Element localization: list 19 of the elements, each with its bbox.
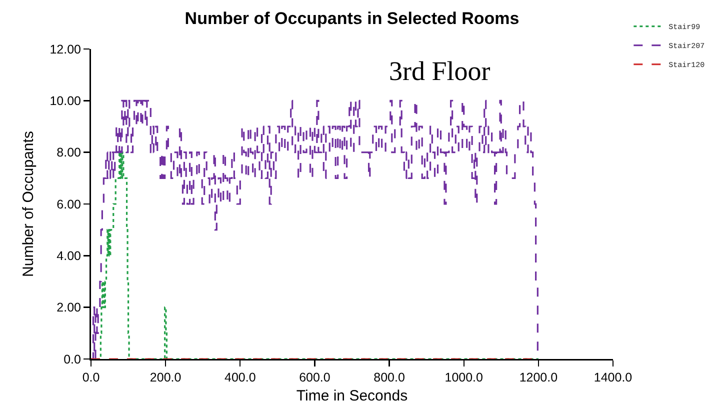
y-tick-label: 2.00 <box>56 300 82 315</box>
x-tick-label: 1200.0 <box>519 370 558 384</box>
y-tick-label: 4.00 <box>56 249 82 264</box>
x-tick-label: 400.0 <box>224 370 256 384</box>
y-tick-label: 8.00 <box>56 146 82 160</box>
x-tick-label: 600.0 <box>299 370 330 384</box>
y-tick-label: 0.0 <box>64 352 82 366</box>
y-tick-label: 12.00 <box>50 42 82 56</box>
x-axis-title: Time in Seconds <box>296 387 408 404</box>
x-tick-label: 200.0 <box>150 370 182 384</box>
x-tick-label: 1000.0 <box>444 370 484 384</box>
x-tick-label: 1400.0 <box>594 370 632 384</box>
y-tick-label: 10.00 <box>50 94 82 108</box>
chart-title: Number of Occupants in Selected Rooms <box>184 8 520 28</box>
x-tick-label: 800.0 <box>374 370 405 384</box>
annotation: 3rd Floor <box>389 56 490 86</box>
y-axis-title: Number of Occupants <box>20 131 38 277</box>
y-tick-label: 6.00 <box>56 197 82 212</box>
x-tick-label: 0.0 <box>82 370 100 384</box>
